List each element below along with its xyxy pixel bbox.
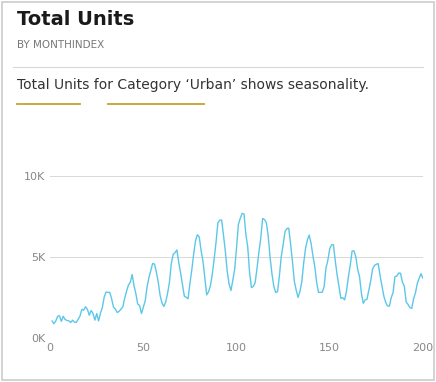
Text: Total Units for Category ‘Urban’ shows seasonality.: Total Units for Category ‘Urban’ shows s… [17,78,369,92]
Text: BY MONTHINDEX: BY MONTHINDEX [17,40,105,50]
Text: Total Units: Total Units [17,10,135,29]
